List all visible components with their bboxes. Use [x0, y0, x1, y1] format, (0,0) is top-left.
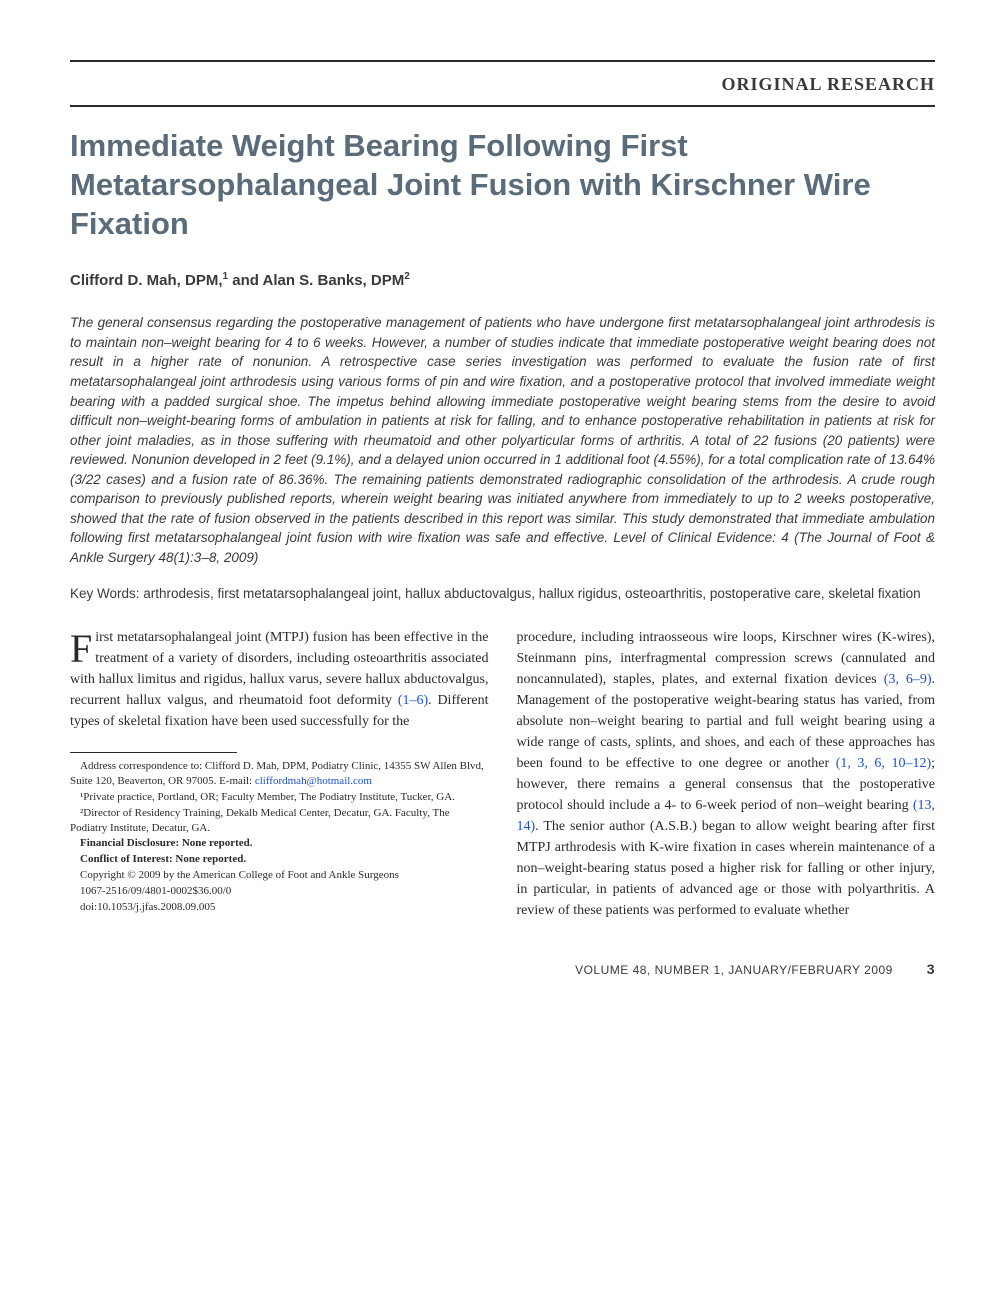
page-number: 3 [927, 961, 935, 977]
doi: doi:10.1053/j.jfas.2008.09.005 [70, 900, 489, 915]
correspondence: Address correspondence to: Clifford D. M… [70, 759, 489, 789]
body-text: . The senior author (A.S.B.) began to al… [517, 819, 936, 918]
citation-link[interactable]: (1–6) [398, 693, 428, 708]
body-paragraph: procedure, including intraosseous wire l… [517, 627, 936, 921]
body-columns: First metatarsophalangeal joint (MTPJ) f… [70, 627, 935, 921]
affiliation-1: ¹Private practice, Portland, OR; Faculty… [70, 790, 489, 805]
email-link[interactable]: cliffordmah@hotmail.com [255, 775, 372, 787]
body-paragraph: First metatarsophalangeal joint (MTPJ) f… [70, 627, 489, 732]
dropcap: F [70, 627, 95, 667]
section-label: ORIGINAL RESEARCH [70, 62, 935, 105]
copyright: Copyright © 2009 by the American College… [70, 868, 489, 883]
keywords: Key Words: arthrodesis, first metatarsop… [70, 584, 935, 628]
citation-link[interactable]: (1, 3, 6, 10–12) [836, 756, 931, 771]
article-title: Immediate Weight Bearing Following First… [70, 107, 935, 271]
issn: 1067-2516/09/4801-0002$36.00/0 [70, 884, 489, 899]
abstract: The general consensus regarding the post… [70, 313, 935, 583]
footnote-rule [70, 752, 237, 753]
affiliation-2: ²Director of Residency Training, Dekalb … [70, 806, 489, 836]
conflict-of-interest: Conflict of Interest: None reported. [70, 852, 489, 867]
citation-link[interactable]: (3, 6–9) [884, 672, 932, 687]
authors: Clifford D. Mah, DPM,1 and Alan S. Banks… [70, 271, 935, 313]
issue-info: VOLUME 48, NUMBER 1, JANUARY/FEBRUARY 20… [575, 963, 893, 977]
column-left: First metatarsophalangeal joint (MTPJ) f… [70, 627, 489, 921]
footnotes: Address correspondence to: Clifford D. M… [70, 759, 489, 914]
financial-disclosure: Financial Disclosure: None reported. [70, 836, 489, 851]
page-footer: VOLUME 48, NUMBER 1, JANUARY/FEBRUARY 20… [70, 921, 935, 977]
body-text: procedure, including intraosseous wire l… [517, 630, 936, 687]
column-right: procedure, including intraosseous wire l… [517, 627, 936, 921]
